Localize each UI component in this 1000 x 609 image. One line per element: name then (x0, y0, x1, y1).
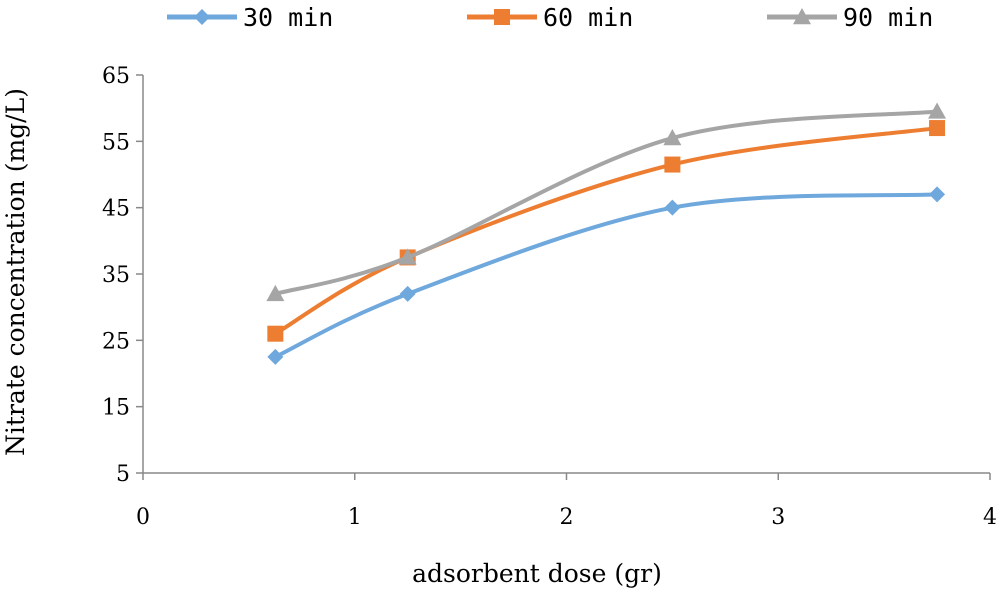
legend-item: 90 min (767, 3, 933, 32)
data-point (928, 102, 947, 119)
legend-item: 30 min (167, 3, 333, 32)
series-2 (266, 102, 947, 302)
series-line (273, 192, 940, 359)
x-tick-label: 2 (560, 505, 574, 530)
data-point (929, 120, 946, 137)
series-line (273, 126, 940, 336)
legend-label: 30 min (243, 3, 333, 32)
y-tick-label: 25 (102, 329, 130, 354)
x-axis-title: adsorbent dose (gr) (412, 559, 662, 588)
y-tick-label: 65 (102, 64, 130, 89)
y-tick-label: 35 (102, 263, 130, 288)
legend-swatch-marker (494, 9, 510, 25)
x-tick-label: 0 (136, 505, 150, 530)
data-point (929, 186, 946, 203)
legend-item: 60 min (467, 3, 633, 32)
y-ticks: 5 15 25 35 45 55 65 (102, 64, 143, 487)
data-point (267, 325, 284, 342)
x-tick-label: 3 (771, 505, 785, 530)
legend: 30 min 60 min 90 min (167, 3, 933, 32)
x-tick-label: 4 (983, 505, 997, 530)
y-tick-label: 55 (102, 130, 130, 155)
legend-swatch-marker (194, 9, 210, 25)
data-point (398, 248, 417, 265)
series-0 (267, 186, 946, 365)
x-ticks: 0 1 2 3 4 (136, 473, 997, 530)
axes: 5 15 25 35 45 55 65 0 1 2 3 4 (102, 64, 997, 530)
legend-swatch-marker (793, 8, 811, 25)
y-tick-label: 45 (102, 197, 130, 222)
data-point (663, 129, 682, 146)
legend-label: 60 min (543, 3, 633, 32)
y-axis-title: Nitrate concentration (mg/L) (1, 88, 30, 456)
data-point (664, 199, 681, 216)
legend-label: 90 min (843, 3, 933, 32)
data-point (267, 348, 284, 365)
y-tick-label: 15 (102, 396, 130, 421)
data-point (664, 156, 681, 173)
data-point (399, 285, 416, 302)
series-line (273, 109, 940, 296)
y-tick-label: 5 (116, 462, 130, 487)
x-tick-label: 1 (348, 505, 362, 530)
series-group (266, 102, 947, 365)
data-point (266, 284, 285, 302)
